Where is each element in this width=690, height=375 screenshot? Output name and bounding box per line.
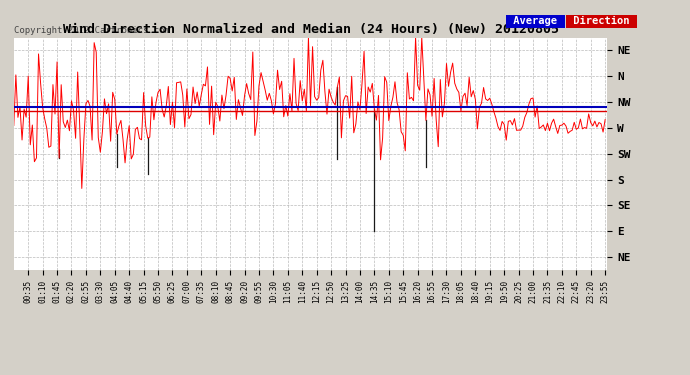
Text: Copyright 2012 Cartronics.com: Copyright 2012 Cartronics.com	[14, 26, 170, 35]
Title: Wind Direction Normalized and Median (24 Hours) (New) 20120805: Wind Direction Normalized and Median (24…	[63, 23, 558, 36]
Text: Average: Average	[507, 16, 564, 26]
Text: Direction: Direction	[567, 16, 636, 26]
